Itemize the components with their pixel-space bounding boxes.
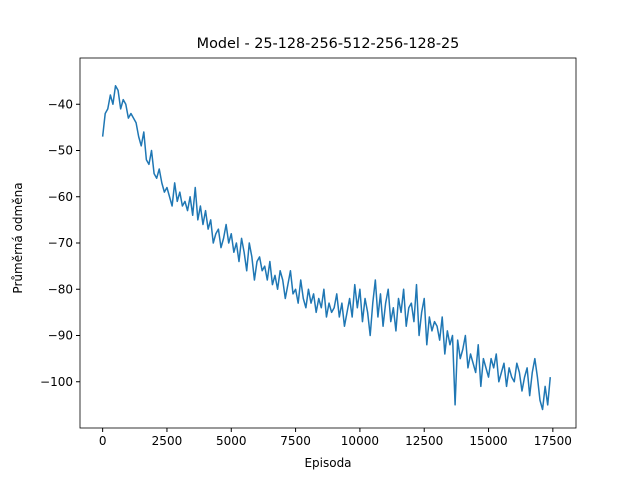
y-tick-label: −90	[48, 329, 73, 343]
x-tick-label: 0	[99, 434, 107, 448]
y-tick-label: −80	[48, 282, 73, 296]
y-tick-label: −70	[48, 236, 73, 250]
x-tick-label: 2500	[152, 434, 183, 448]
plot-frame	[79, 57, 577, 429]
y-tick-label: −40	[48, 97, 73, 111]
y-tick-label: −100	[40, 375, 73, 389]
x-tick-label: 12500	[405, 434, 443, 448]
x-tick-label: 10000	[341, 434, 379, 448]
x-tick-label: 7500	[280, 434, 311, 448]
x-tick-label: 5000	[216, 434, 247, 448]
x-tick-label: 15000	[469, 434, 507, 448]
y-tick-label: −50	[48, 144, 73, 158]
y-axis-label: Průměrná odměna	[11, 182, 25, 293]
y-tick-label: −60	[48, 190, 73, 204]
data-line	[101, 85, 552, 411]
x-axis-label: Episoda	[304, 456, 351, 470]
chart-title: Model - 25-128-256-512-256-128-25	[197, 36, 460, 52]
x-tick-label: 17500	[534, 434, 572, 448]
